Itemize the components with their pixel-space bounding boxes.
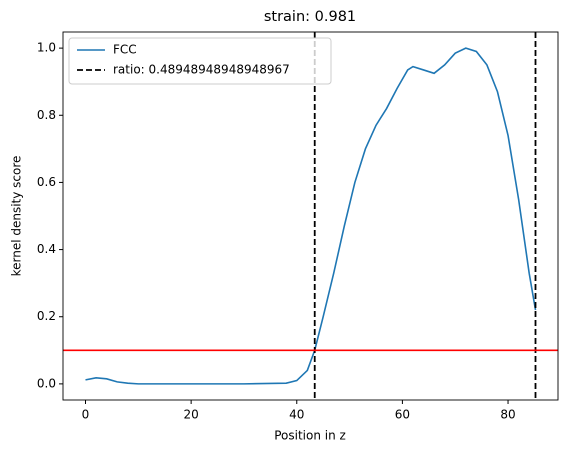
- x-axis-label: Position in z: [274, 429, 346, 443]
- y-tick-label: 0.8: [37, 108, 56, 122]
- y-tick-label: 0.4: [37, 242, 56, 256]
- y-tick-label: 0.6: [37, 175, 56, 189]
- y-tick-label: 1.0: [37, 41, 56, 55]
- legend-box: [68, 37, 332, 85]
- x-tick-label: 60: [395, 408, 410, 422]
- x-tick-label: 40: [289, 408, 304, 422]
- x-tick-label: 0: [82, 408, 90, 422]
- chart-title: strain: 0.981: [264, 9, 356, 25]
- legend-label: FCC: [113, 43, 137, 57]
- y-axis-label: kernel density score: [10, 156, 24, 277]
- plot-frame: [62, 31, 559, 401]
- y-tick-label: 0.0: [37, 376, 56, 390]
- x-tick-label: 20: [183, 408, 198, 422]
- x-tick-label: 80: [500, 408, 515, 422]
- y-tick-label: 0.2: [37, 309, 56, 323]
- line: [85, 47, 537, 385]
- legend-label: ratio: 0.48948948948948967: [113, 63, 290, 77]
